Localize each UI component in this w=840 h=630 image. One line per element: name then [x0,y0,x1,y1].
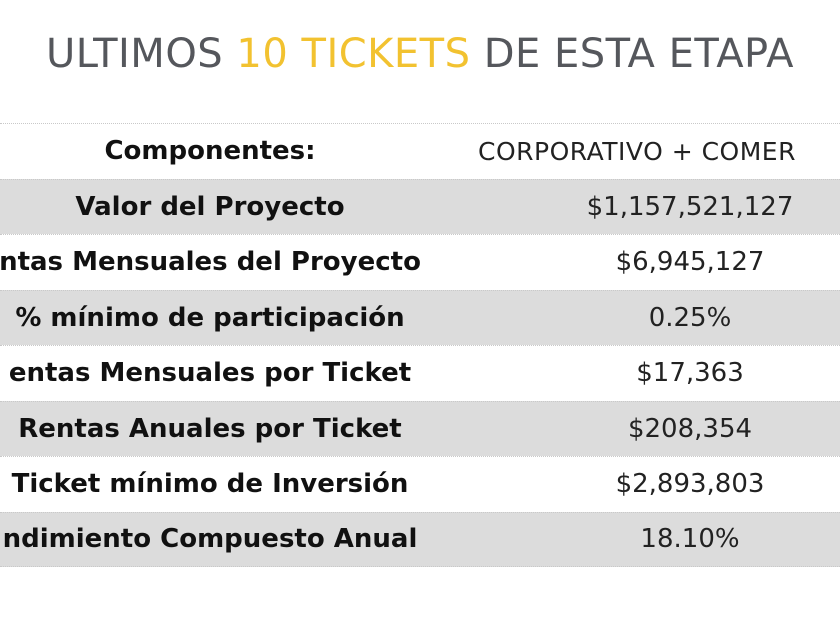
row-label: ntas Mensuales del Proyecto [0,247,421,278]
row-value: $1,157,521,127 [586,191,794,222]
row-value: $17,363 [636,358,744,389]
table-header-row: Componentes: CORPORATIVO + COMER [0,123,840,179]
row-label: ndimiento Compuesto Anual [2,524,418,555]
header-value: CORPORATIVO + COMER [478,136,796,166]
row-value: $6,945,127 [615,247,765,278]
row-label: Ticket mínimo de Inversión [11,469,409,500]
title-part-1: ULTIMOS [46,31,237,77]
table-row: entas Mensuales por Ticket $17,363 [0,345,840,401]
row-label: entas Mensuales por Ticket [8,358,412,389]
table-row: Ticket mínimo de Inversión $2,893,803 [0,456,840,512]
row-value: 18.10% [640,524,740,555]
title-highlight: 10 TICKETS [236,31,471,77]
table-row: % mínimo de participación 0.25% [0,289,840,345]
row-value: 0.25% [648,302,732,333]
table-row: ndimiento Compuesto Anual 18.10% [0,511,840,567]
slide-title: ULTIMOS 10 TICKETS DE ESTA ETAPA [0,26,840,82]
title-part-2: DE ESTA ETAPA [470,31,794,77]
row-label: % mínimo de participación [15,302,405,333]
row-label: Rentas Anuales por Ticket [18,413,402,444]
row-value: $2,893,803 [615,469,765,500]
row-label: Valor del Proyecto [75,191,345,222]
header-label: Componentes: [104,136,316,167]
row-value: $208,354 [627,413,753,444]
table-row: Rentas Anuales por Ticket $208,354 [0,400,840,456]
table-row: Valor del Proyecto $1,157,521,127 [0,178,840,234]
investment-table: Componentes: CORPORATIVO + COMER Valor d… [0,123,840,567]
table-row: ntas Mensuales del Proyecto $6,945,127 [0,234,840,290]
